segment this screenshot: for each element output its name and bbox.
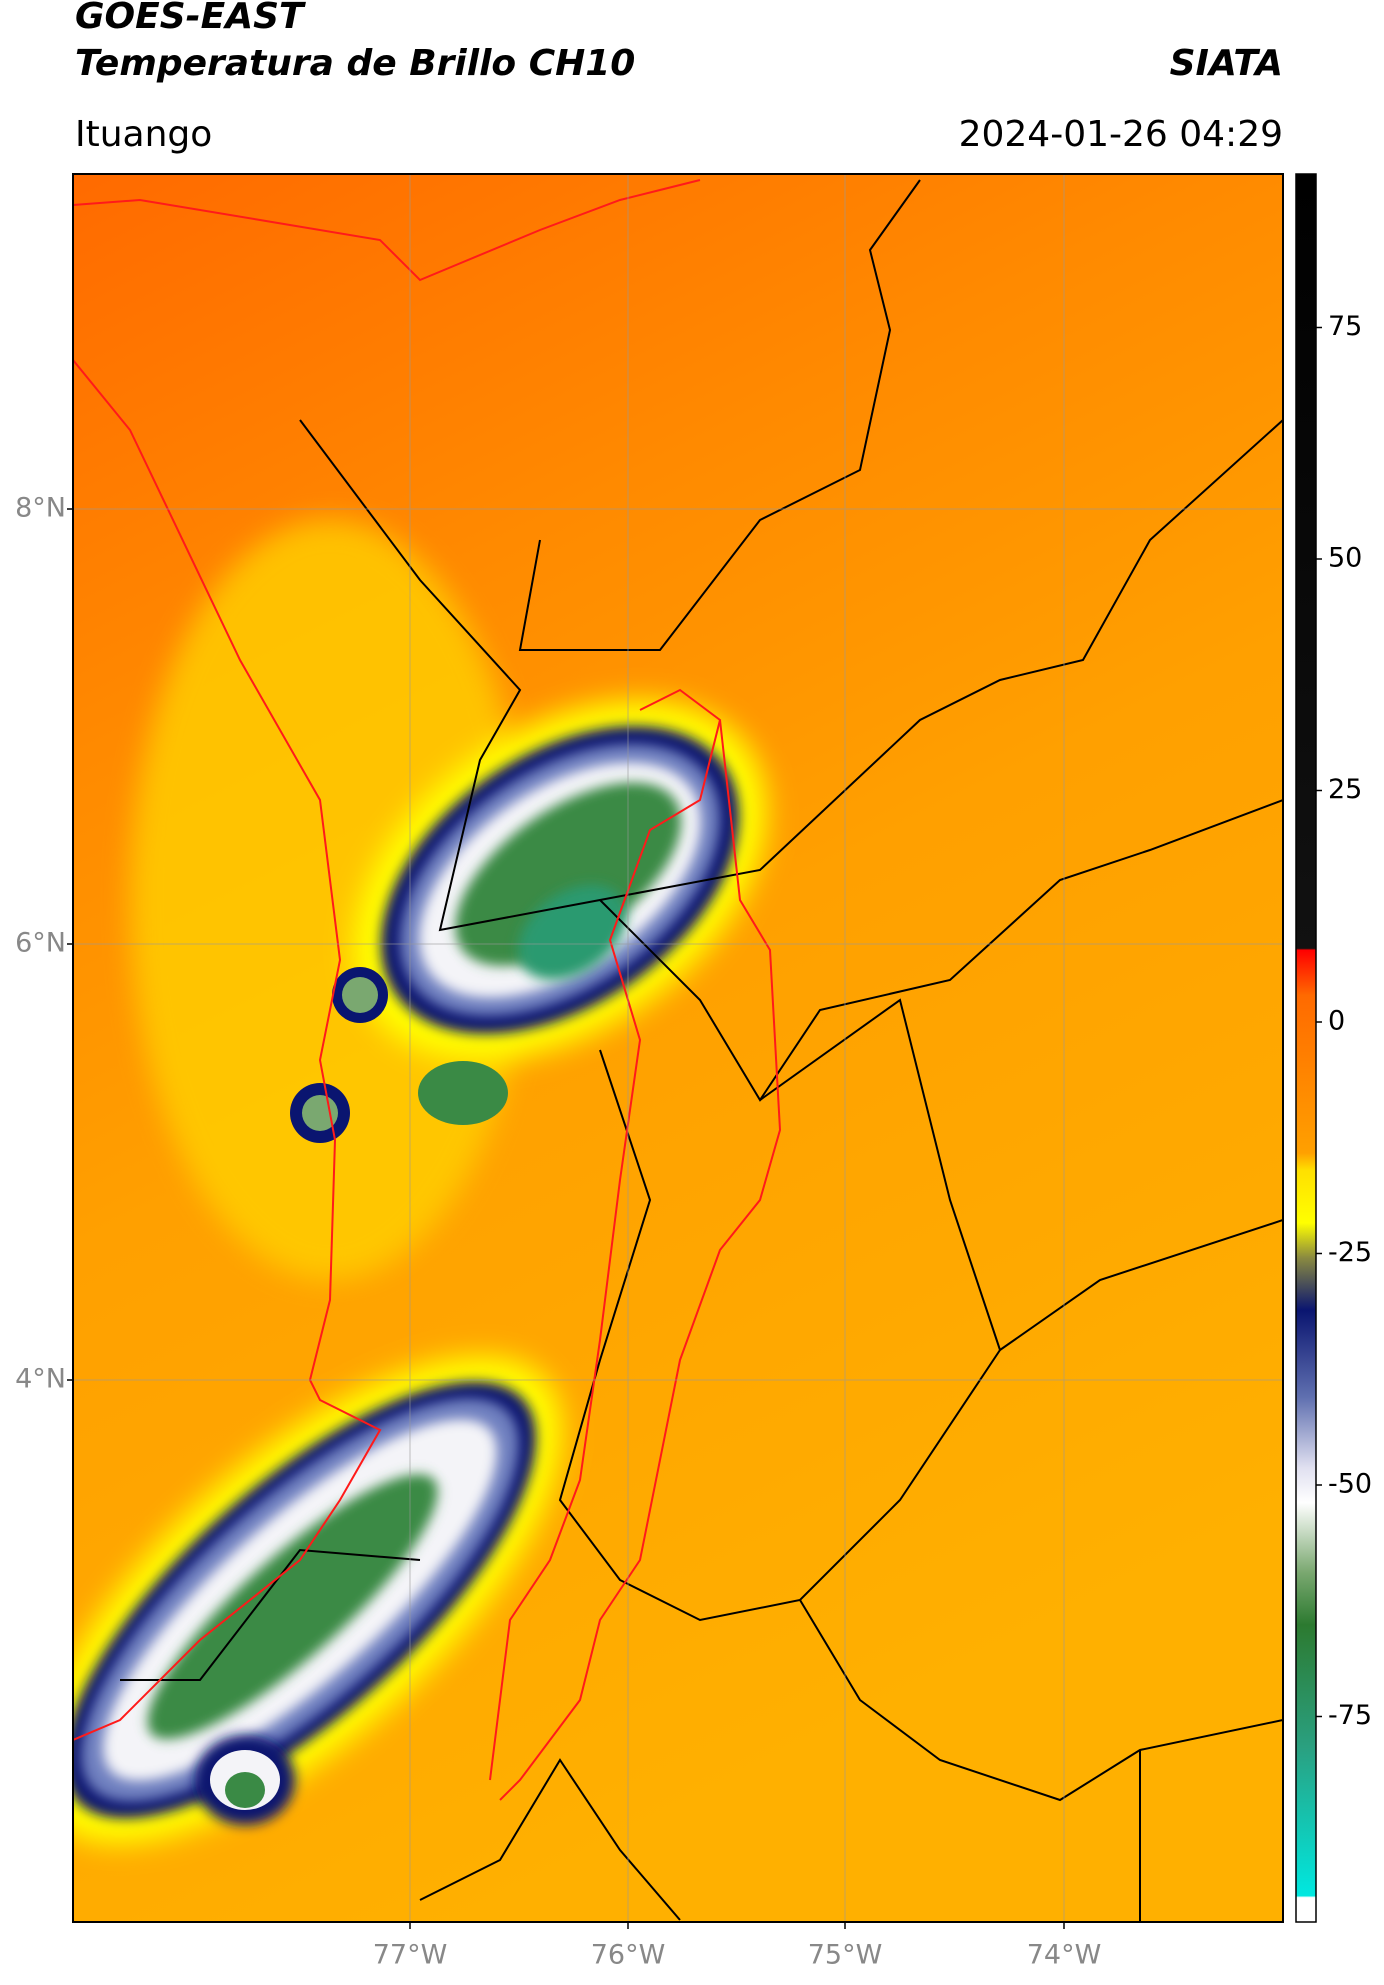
lon-label: 75°W (808, 1940, 883, 1971)
colorbar-label: -25 (1328, 1237, 1372, 1268)
subtitle: Temperatura de Brillo CH10 (75, 43, 635, 84)
lat-label: 6°N (15, 928, 66, 959)
lat-label: 4°N (15, 1364, 66, 1395)
lon-label: 77°W (373, 1940, 448, 1971)
colorbar-label: 50 (1328, 543, 1362, 574)
colorbar-label: 0 (1328, 1006, 1345, 1037)
map (73, 174, 1283, 1922)
lon-label: 74°W (1027, 1940, 1102, 1971)
colorbar (1295, 173, 1317, 1923)
map-frame (72, 173, 1284, 1923)
colorbar-label: -75 (1328, 1700, 1372, 1731)
title: GOES-EAST (75, 0, 306, 37)
colorbar-label: 25 (1328, 774, 1362, 805)
datetime: 2024-01-26 04:29 (959, 114, 1283, 155)
colorbar-label: 75 (1328, 311, 1362, 342)
graticule (73, 174, 1283, 1922)
lat-label: 8°N (15, 493, 66, 524)
source: SIATA (1170, 43, 1283, 84)
lon-label: 76°W (591, 1940, 666, 1971)
colorbar-label: -50 (1328, 1469, 1372, 1500)
location: Ituango (75, 114, 212, 155)
